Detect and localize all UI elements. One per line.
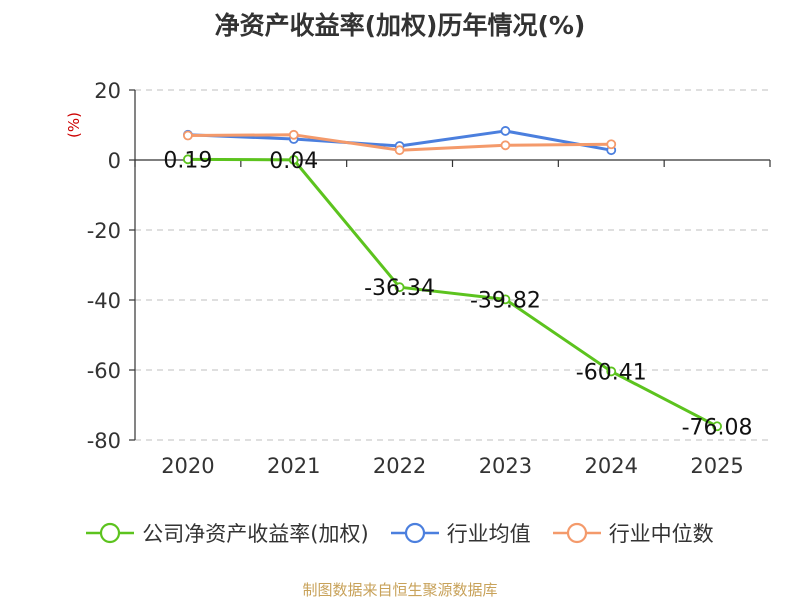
x-tick-label: 2020 [161, 454, 214, 478]
data-label: 0.04 [269, 149, 318, 174]
legend-swatch-icon [552, 522, 601, 544]
x-tick-label: 2023 [479, 454, 532, 478]
data-point [500, 126, 511, 136]
gridlines [135, 89, 770, 441]
data-label: -39.82 [470, 288, 541, 313]
data-label: -76.08 [682, 415, 753, 440]
data-point [606, 139, 617, 150]
data-point [183, 154, 193, 165]
y-axis-label: (%) [65, 112, 83, 138]
legend-swatch-icon [86, 522, 135, 544]
x-tick-label: 2024 [585, 454, 638, 478]
legend-swatch-marker [404, 522, 425, 544]
legend-item[interactable]: 公司净资产收益率(加权) [86, 518, 369, 548]
data-point [288, 154, 299, 165]
data-label: 0.19 [163, 148, 212, 173]
data-point [500, 140, 511, 151]
source-note: 制图数据来自恒生聚源数据库 [302, 581, 498, 599]
data-point [500, 294, 511, 305]
legend-label: 公司净资产收益率(加权) [142, 522, 369, 546]
y-tick-label: -80 [87, 429, 121, 453]
y-tick-label: -60 [87, 359, 121, 383]
data-point [712, 421, 722, 432]
legend-label: 行业中位数 [608, 522, 714, 546]
axes: 20 0 -20 -40 -60 -80 2020 2021 2022 2023 2024 2025 (… [65, 79, 771, 478]
legend-item[interactable]: 行业均值 [390, 518, 531, 548]
x-tick-label: 2022 [373, 454, 426, 478]
data-point [606, 366, 617, 377]
y-tick-label: -40 [87, 289, 121, 313]
y-tick-label: 20 [94, 79, 121, 103]
data-point [394, 145, 405, 156]
x-tick-label: 2025 [690, 454, 743, 478]
legend-swatch-marker [566, 522, 587, 544]
data-label: -36.34 [364, 276, 435, 301]
legend-label: 行业均值 [446, 522, 531, 546]
y-tick-label: 0 [108, 149, 121, 173]
x-tick-label: 2021 [267, 454, 320, 478]
data-point [394, 282, 405, 293]
series-line [187, 157, 718, 428]
data-label: -60.41 [576, 360, 647, 385]
legend-swatch-icon [390, 522, 439, 544]
chart-title: 净资产收益率(加权)历年情况(%) [214, 11, 586, 40]
legend-item[interactable]: 行业中位数 [552, 518, 714, 548]
series-lines [183, 126, 722, 432]
data-point [183, 130, 193, 141]
y-tick-label: -20 [87, 219, 121, 243]
legend-swatch-marker [100, 522, 121, 544]
data-point [288, 129, 299, 140]
data-labels: 0.19 0.04 -36.34 -39.82 -60.41 -76.08 [163, 148, 752, 440]
legend: 公司净资产收益率(加权) 行业均值 行业中位数 [0, 518, 800, 548]
